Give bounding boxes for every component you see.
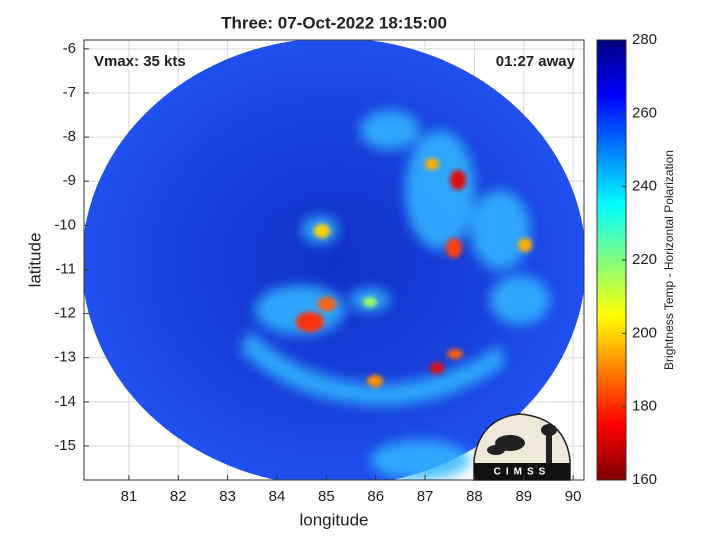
x-tick-label: 84 [269,488,286,505]
y-tick-label: -15 [54,437,76,454]
y-tick-label: -12 [54,305,76,322]
colorbar-tick-label: 180 [632,398,657,415]
colorbar-tick-label: 240 [632,178,657,195]
colorbar-tick-label: 200 [632,324,657,341]
x-tick-label: 83 [219,488,236,505]
y-tick-label: -13 [54,349,76,366]
logo: CIMSS [473,413,571,481]
x-tick-label: 85 [318,488,335,505]
colorbar-tick-label: 280 [632,31,657,48]
x-tick-label: 90 [565,488,582,505]
y-axis-label: latitude [25,233,44,288]
annotation: Vmax: 35 kts [94,53,186,70]
y-tick-label: -10 [54,216,76,233]
colorbar [596,39,627,481]
y-tick-label: -6 [63,40,76,57]
y-tick-label: -7 [63,84,76,101]
satellite-image [84,40,584,480]
y-tick-label: -11 [55,260,76,277]
x-axis-label: longitude [299,510,368,529]
colorbar-label: Brightness Temp - Horizontal Polarizatio… [662,150,676,370]
x-tick-label: 81 [121,488,138,505]
y-tick-label: -8 [63,128,76,145]
chart-title: Three: 07-Oct-2022 18:15:00 [221,13,447,32]
x-tick-label: 89 [515,488,532,505]
y-tick-label: -14 [54,393,76,410]
plot-frame [83,39,585,481]
x-tick-label: 82 [170,488,187,505]
x-tick-label: 86 [367,488,384,505]
logo-text: CIMSS [494,467,551,478]
colorbar-tick-label: 260 [632,104,657,121]
x-tick-label: 87 [417,488,434,505]
annotation: 01:27 away [496,53,576,70]
y-tick-label: -9 [63,172,76,189]
colorbar-tick-label: 220 [632,251,657,268]
colorbar-tick-label: 160 [632,471,657,488]
x-tick-label: 88 [466,488,483,505]
